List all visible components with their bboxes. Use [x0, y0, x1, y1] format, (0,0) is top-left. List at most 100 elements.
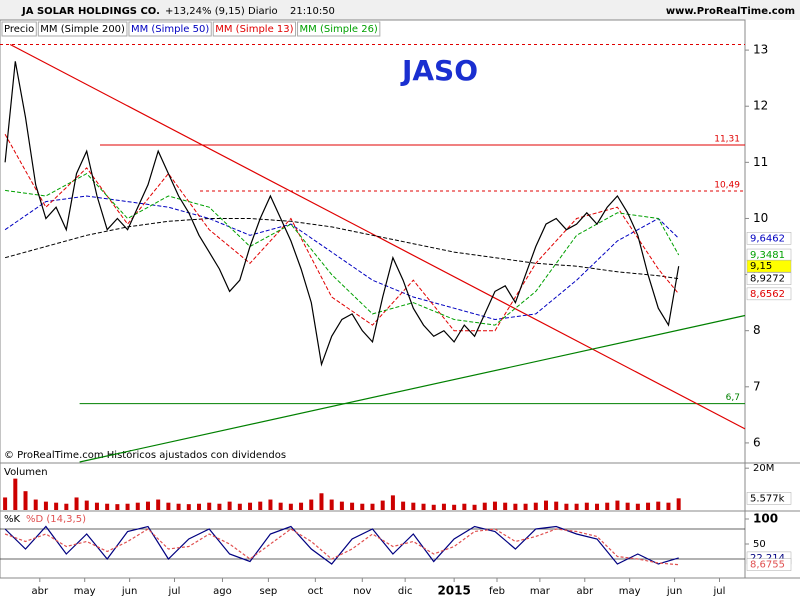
volume-bar — [43, 501, 48, 510]
volume-bar — [441, 503, 446, 510]
volume-bar — [309, 499, 314, 510]
level-label: 6,7 — [726, 393, 740, 403]
last-label-box — [746, 259, 792, 273]
volume-bar — [329, 499, 334, 510]
x-tick-label: abr — [32, 586, 49, 597]
y-tick-label: 12 — [753, 99, 768, 113]
volume-bar — [635, 503, 640, 510]
volume-bar — [380, 500, 385, 510]
volume-bar — [74, 497, 79, 510]
x-tick-label: mar — [530, 586, 551, 597]
y-tick-label: 7 — [753, 379, 761, 393]
last-label: 22,214 — [750, 553, 785, 564]
volume-bar — [145, 501, 150, 510]
volume-bar — [625, 502, 630, 510]
moving-average — [4, 195, 680, 321]
volume-bar — [339, 501, 344, 510]
y-tick-label: 100 — [753, 512, 778, 526]
legend-box — [212, 21, 297, 37]
footnote: © ProRealTime.com Históricos ajustados c… — [4, 449, 286, 461]
panel-label: %K — [4, 514, 21, 525]
x-tick-label: nov — [353, 586, 371, 597]
volume-bar — [13, 478, 18, 510]
volume-bar — [94, 502, 99, 510]
legend-box — [128, 21, 212, 37]
legend-entry: MM (Simple 26) — [300, 24, 378, 35]
x-tick-label: abr — [576, 586, 593, 597]
volume-bar — [472, 504, 477, 510]
level-label: 10,49 — [714, 180, 740, 190]
x-tick-label: may — [619, 586, 641, 597]
price-line — [4, 61, 680, 367]
volume-bar — [543, 500, 548, 510]
legend-entry: MM (Simple 13) — [215, 24, 293, 35]
volume-bar — [421, 503, 426, 510]
last-label: 9,6462 — [750, 233, 785, 244]
legend-entry: MM (Simple 200) — [40, 24, 125, 35]
y-tick-label: 13 — [753, 43, 768, 57]
change: +13,24% (9,15) — [165, 6, 245, 17]
time: 21:10:50 — [290, 6, 335, 17]
volume-bar — [207, 502, 212, 510]
volume-bar — [574, 503, 579, 510]
volume-bar — [595, 503, 600, 510]
x-tick-label: feb — [489, 586, 505, 597]
volume-bar — [135, 502, 140, 510]
volume-bar — [319, 493, 324, 510]
volume-bar — [554, 501, 559, 510]
last-label-box — [746, 492, 792, 505]
volume-bar — [217, 503, 222, 510]
volume-bar — [258, 501, 263, 510]
volume-bar — [492, 501, 497, 510]
header-bar — [0, 0, 800, 20]
x-tick-label: jul — [713, 586, 726, 597]
y-tick-label: 8 — [753, 323, 761, 337]
volume-bar — [156, 499, 161, 510]
last-label-box — [746, 287, 792, 301]
volume-bar — [584, 502, 589, 510]
last-label: 9,3481 — [750, 250, 785, 261]
volume-bar — [248, 502, 253, 510]
volume-bar — [452, 504, 457, 510]
site: www.ProRealTime.com — [666, 6, 795, 17]
legend-entry: %D (14,3,5) — [26, 514, 86, 525]
volume-bar — [64, 503, 69, 510]
volume-bar — [268, 499, 273, 510]
legend-box — [1, 21, 37, 37]
volume-bar — [676, 498, 681, 510]
volume-bar — [666, 502, 671, 510]
y-tick-label: 20M — [753, 463, 774, 474]
x-tick-label: sep — [260, 586, 278, 597]
volume-bar — [533, 502, 538, 510]
volume-bar — [166, 502, 171, 510]
volume-bar — [523, 503, 528, 510]
x-tick-label: oct — [308, 586, 324, 597]
volume-bar — [33, 499, 38, 510]
volume-bar — [115, 504, 120, 510]
level-label: 11,31 — [714, 134, 740, 144]
last-label: 8,9272 — [750, 274, 785, 285]
last-label: 8,6562 — [750, 289, 785, 300]
volume-bar — [390, 495, 395, 510]
volume-bar — [431, 504, 436, 510]
volume-bar — [227, 501, 232, 510]
x-tick-label: jul — [168, 586, 181, 597]
trendline — [79, 314, 746, 463]
chart-title: JASO — [400, 54, 478, 87]
moving-average — [5, 172, 680, 326]
volume-bar — [23, 491, 28, 510]
volume-bar — [186, 504, 191, 510]
volume-bar — [278, 502, 283, 510]
y-tick-label: 11 — [753, 155, 768, 169]
last-label: 5.577k — [750, 493, 785, 504]
oscillator-line — [4, 528, 679, 566]
y-tick-label: 10 — [753, 211, 768, 225]
x-tick-label: ago — [213, 586, 232, 597]
y-tick-label: 50 — [753, 539, 766, 550]
volume-bar — [564, 503, 569, 510]
volume-bar — [176, 503, 181, 510]
period: Diario — [248, 6, 278, 17]
panel-label: Volumen — [4, 467, 48, 478]
